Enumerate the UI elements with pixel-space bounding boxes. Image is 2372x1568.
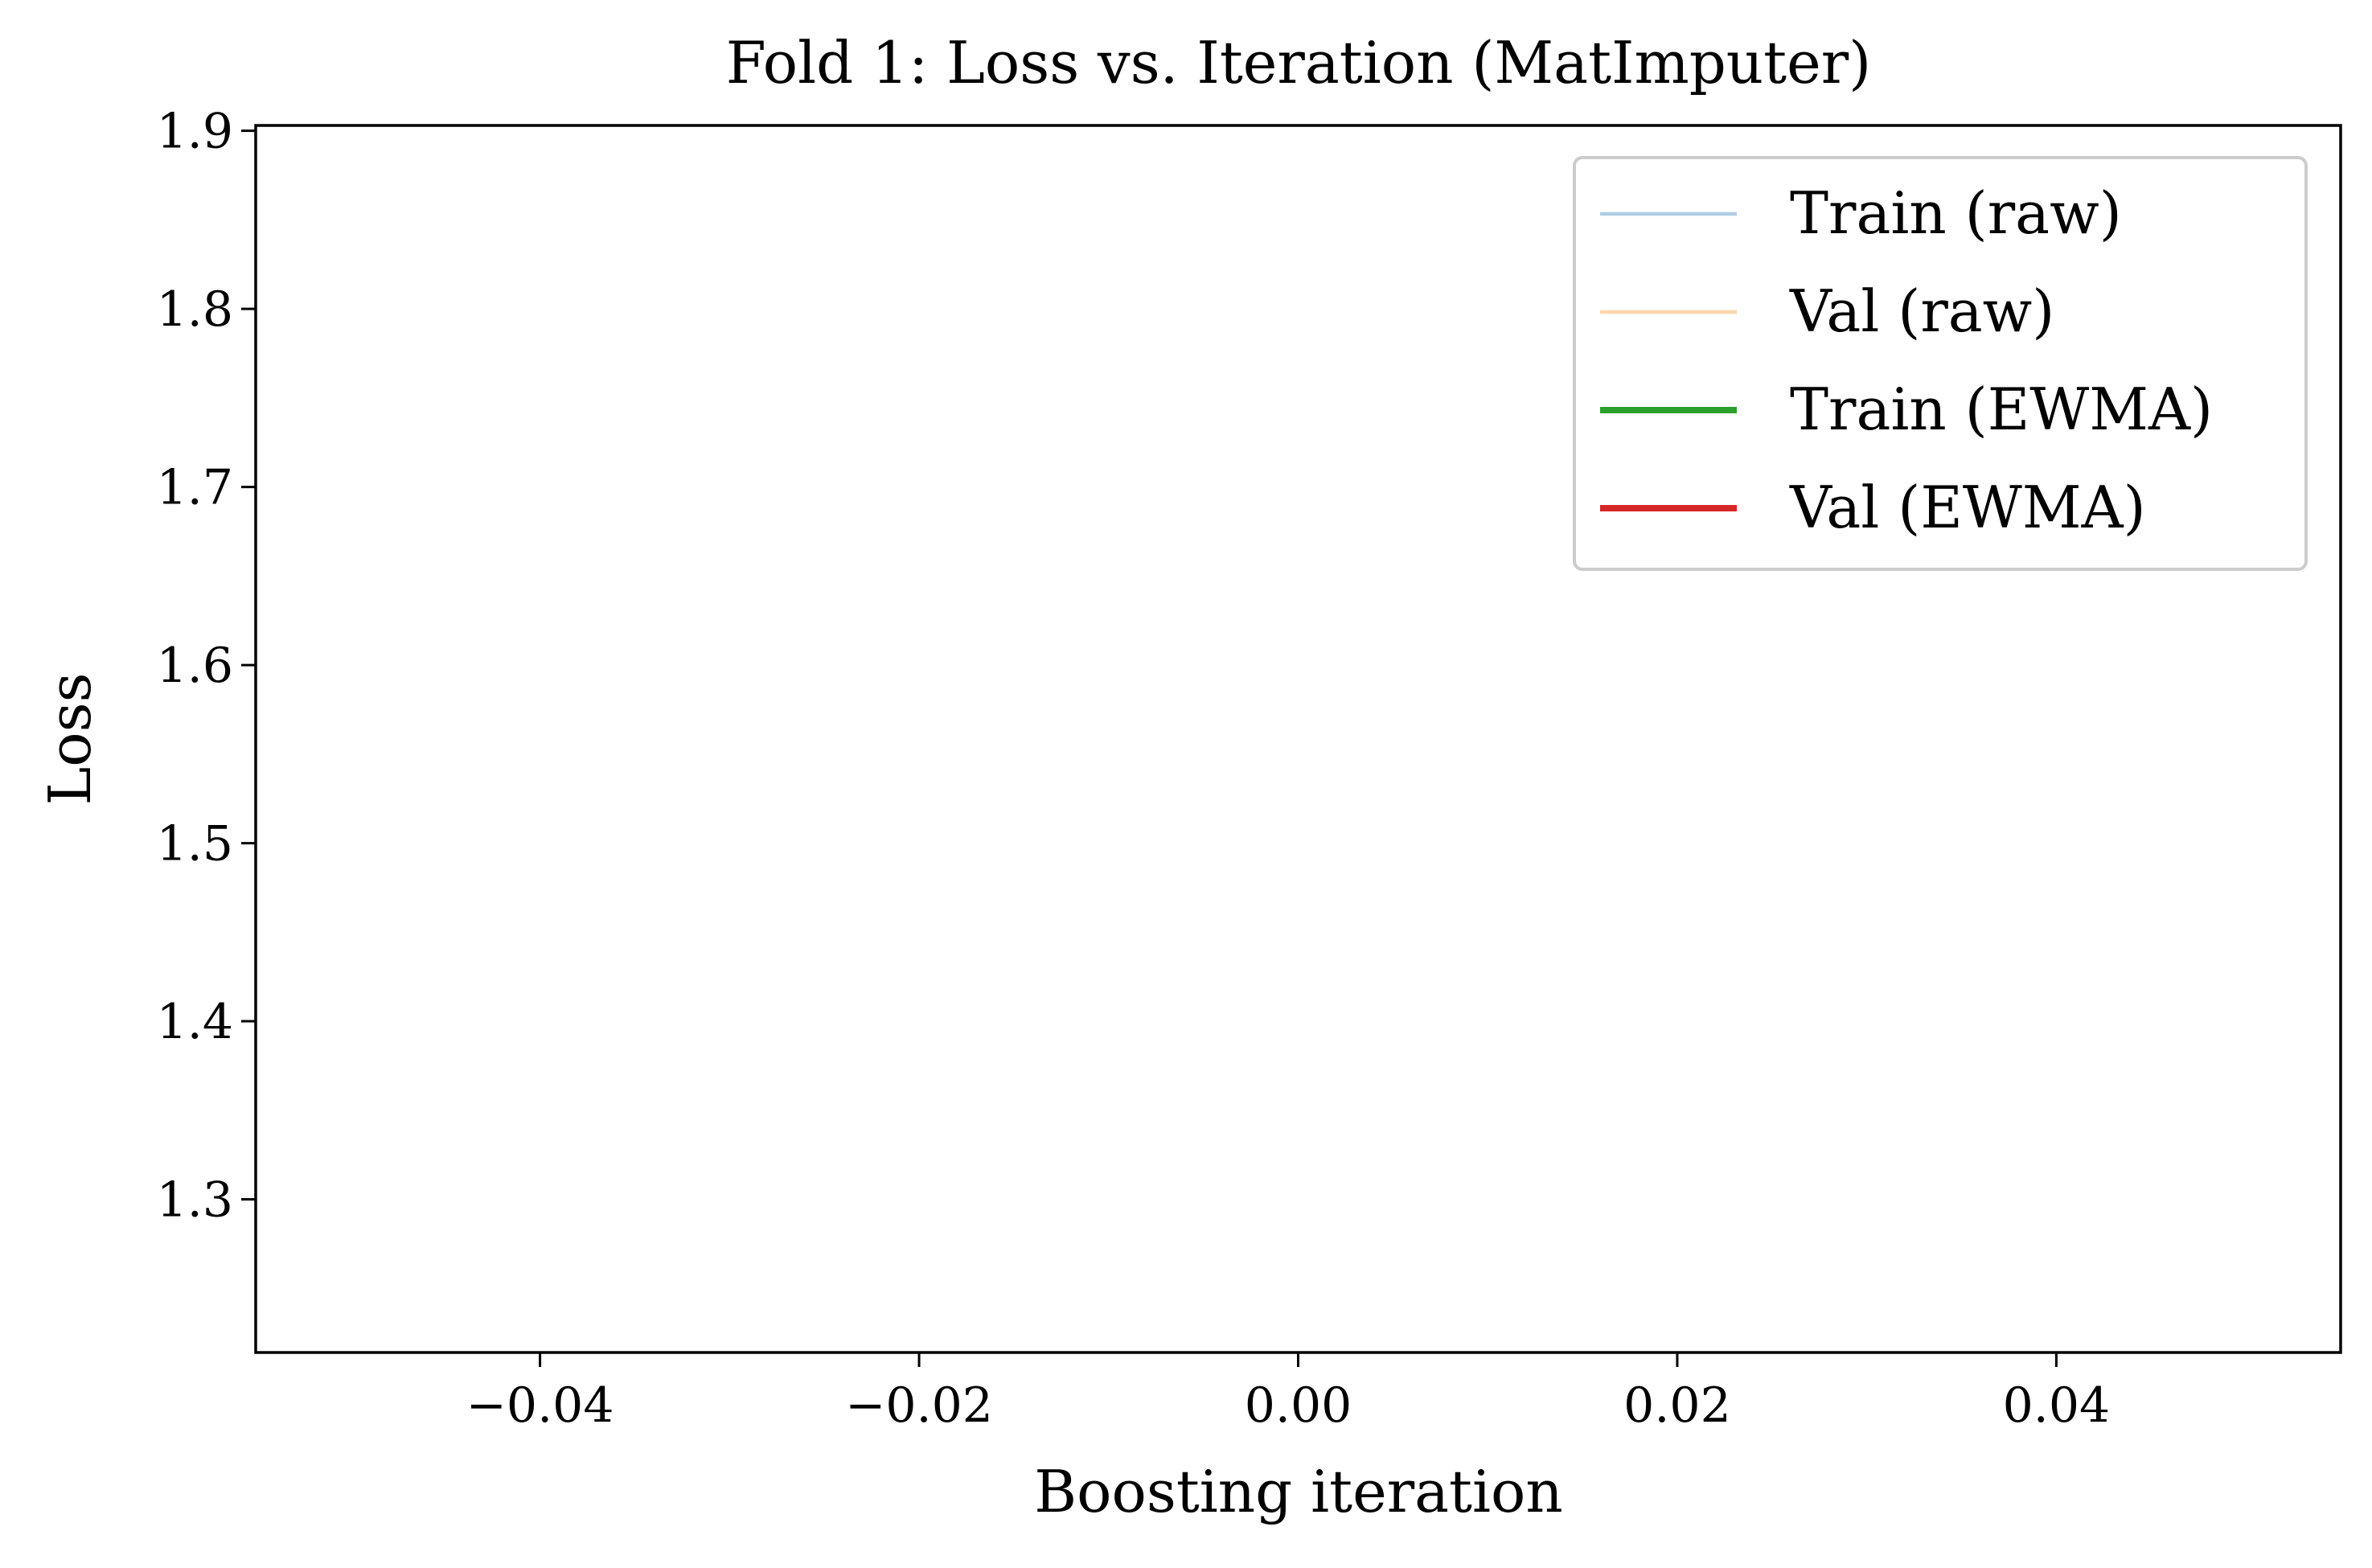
legend-label: Val (raw): [1789, 277, 2054, 345]
x-tick-label: −0.04: [466, 1377, 614, 1434]
x-tick-label: −0.02: [845, 1377, 993, 1434]
legend-box: [1573, 156, 2308, 571]
legend-label: Val (EWMA): [1789, 474, 2146, 541]
y-tick-label: 1.4: [157, 994, 233, 1050]
y-tick-label: 1.7: [157, 460, 233, 516]
legend-label: Train (raw): [1790, 179, 2122, 247]
x-tick-label: 0.02: [1623, 1377, 1731, 1434]
y-axis: 1.3 1.4 1.5 1.6 1.7 1.8 1.9: [157, 104, 256, 1229]
legend-label: Train (EWMA): [1790, 376, 2213, 443]
chart-title: Fold 1: Loss vs. Iteration (MatImputer): [726, 29, 1871, 96]
y-tick-label: 1.8: [157, 281, 233, 338]
y-tick-label: 1.5: [157, 816, 233, 872]
x-axis: −0.04 −0.02 0.00 0.02 0.04: [466, 1353, 2111, 1434]
y-axis-label: Loss: [36, 672, 104, 805]
x-axis-label: Boosting iteration: [1034, 1458, 1562, 1525]
x-tick-label: 0.04: [2003, 1377, 2111, 1434]
y-tick-label: 1.6: [157, 638, 233, 694]
y-tick-label: 1.9: [157, 104, 233, 160]
x-tick-label: 0.00: [1245, 1377, 1352, 1434]
legend: Train (raw) Val (raw) Train (EWMA) Val (EWM…: [1573, 156, 2308, 571]
y-tick-label: 1.3: [157, 1172, 233, 1229]
